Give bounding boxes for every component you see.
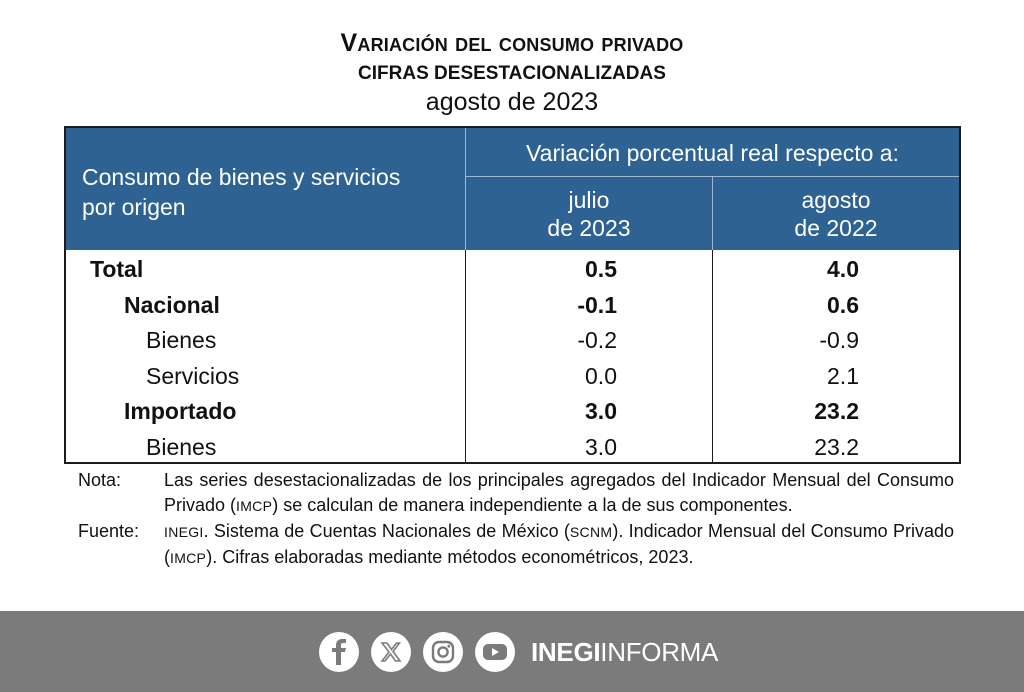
row-label: Importado (124, 398, 237, 424)
column-header-agosto-2022: agosto de 2022 (713, 186, 959, 242)
column-divider (465, 250, 466, 462)
table-row: Bienes -0.2 -0.9 (66, 323, 959, 359)
cell-value: 23.2 (814, 398, 859, 424)
youtube-icon[interactable] (475, 632, 515, 672)
cell-value: -0.2 (577, 327, 617, 353)
inegi-informa-logo[interactable]: INEGI INFORMA (531, 636, 719, 667)
footer-bar: INEGI INFORMA (0, 611, 1024, 692)
note-text: Las series desestacionalizadas de los pr… (164, 470, 954, 515)
cell-value: 3.0 (585, 433, 617, 460)
column-header-line1: agosto (801, 187, 871, 213)
cell-value: 0.0 (585, 362, 617, 389)
column-header-julio-2023: julio de 2023 (466, 186, 712, 242)
span-header: Variación porcentual real respecto a: (526, 140, 899, 166)
cell-value: 3.0 (585, 398, 617, 424)
table-body: Total 0.5 4.0 Nacional -0.1 0.6 Bienes -… (66, 252, 959, 465)
table-row: Nacional -0.1 0.6 (66, 288, 959, 324)
source-text: INEGI. Sistema de Cuentas Nacionales de … (164, 521, 954, 567)
row-header: Consumo de bienes y servicios por origen (82, 162, 462, 222)
data-table: Consumo de bienes y servicios por origen… (64, 126, 961, 464)
row-label: Bienes (146, 327, 217, 353)
note-fuente: Fuente: INEGI. Sistema de Cuentas Nacion… (78, 519, 954, 571)
table-row: Servicios 0.0 2.1 (66, 359, 959, 395)
instagram-icon[interactable] (423, 632, 463, 672)
facebook-icon[interactable] (319, 632, 359, 672)
row-label: Nacional (124, 291, 220, 318)
cell-value: 0.6 (827, 291, 859, 318)
cell-value: 2.1 (827, 362, 859, 389)
row-label: Bienes (146, 433, 217, 460)
row-label: Servicios (146, 362, 240, 389)
cell-value: -0.9 (819, 327, 859, 353)
footnotes: Nota: Las series desestacionalizadas de … (78, 468, 954, 571)
column-divider (712, 250, 713, 462)
table-row: Bienes 3.0 23.2 (66, 430, 959, 466)
column-header-line1: julio (568, 187, 610, 213)
column-header-line2: de 2022 (794, 215, 878, 241)
period-label: agosto de 2023 (425, 88, 599, 116)
cell-value: -0.1 (577, 291, 617, 318)
row-header-line1: Consumo de bienes y servicios (82, 164, 401, 190)
table-row: Total 0.5 4.0 (66, 252, 959, 288)
row-label: Total (90, 256, 144, 282)
cell-value: 4.0 (827, 256, 859, 282)
cell-value: 0.5 (585, 256, 617, 282)
cell-value: 23.2 (814, 433, 859, 460)
title-block: Variación del consumo privado CIFRAS DES… (0, 26, 1024, 117)
x-icon[interactable] (371, 632, 411, 672)
social-links: INEGI INFORMA (319, 631, 718, 673)
table-row: Importado 3.0 23.2 (66, 394, 959, 430)
note-key: Nota: (78, 470, 122, 490)
column-divider (712, 176, 713, 250)
column-divider (465, 128, 466, 250)
table-header: Consumo de bienes y servicios por origen… (66, 128, 959, 250)
page-title: Variación del consumo privado (340, 29, 684, 57)
note-nota: Nota: Las series desestacionalizadas de … (78, 468, 954, 519)
page-subtitle: CIFRAS DESESTACIONALIZADAS (358, 63, 666, 84)
source-key: Fuente: (78, 521, 140, 541)
column-header-line2: de 2023 (547, 215, 631, 241)
row-header-line2: por origen (82, 194, 186, 220)
